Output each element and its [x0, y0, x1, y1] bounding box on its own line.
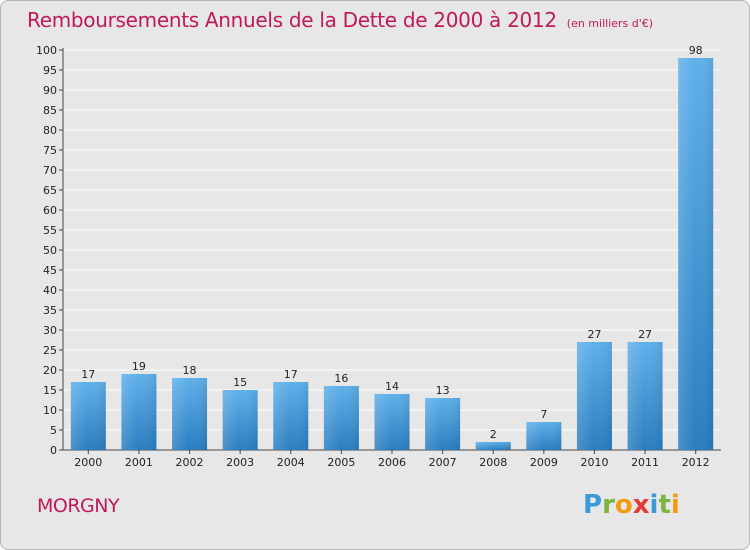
logo-letter: P [583, 490, 603, 520]
bar-shine [425, 398, 461, 450]
logo-letter: i [670, 490, 680, 520]
x-tick-label: 2012 [682, 456, 710, 469]
y-tick-label: 80 [43, 124, 57, 137]
bar-shine [576, 342, 612, 450]
bar-value-label: 14 [385, 380, 399, 393]
logo-letter: i [649, 490, 659, 520]
bar-shine [526, 422, 562, 450]
y-tick-label: 85 [43, 104, 57, 117]
x-tick-label: 2005 [327, 456, 355, 469]
x-tick-label: 2003 [226, 456, 254, 469]
bar-shine [627, 342, 663, 450]
bar-value-label: 16 [334, 372, 348, 385]
chart-title: Remboursements Annuels de la Dette de 20… [27, 8, 653, 32]
proxiti-logo: Proxiti [583, 490, 680, 520]
x-tick-label: 2008 [479, 456, 507, 469]
x-tick-label: 2011 [631, 456, 659, 469]
labels: 0 5 10 15 20 25 30 35 40 45 50 55 60 65 70 75 80 85 90 95 10… [36, 44, 710, 469]
y-tick-label: 0 [50, 444, 57, 457]
logo-letter: o [614, 490, 633, 520]
x-tick-label: 2006 [378, 456, 406, 469]
bar-value-label: 2 [490, 428, 497, 441]
bar-value-label: 27 [638, 328, 652, 341]
bar-shine [70, 382, 106, 450]
bar-shine [678, 58, 714, 450]
x-tick-label: 2009 [530, 456, 558, 469]
y-tick-label: 15 [43, 384, 57, 397]
bars [70, 58, 714, 450]
bar-shine [323, 386, 359, 450]
axes [59, 48, 721, 454]
y-tick-label: 65 [43, 184, 57, 197]
logo-letter: t [658, 490, 671, 520]
x-tick-label: 2002 [176, 456, 204, 469]
y-tick-label: 10 [43, 404, 57, 417]
y-tick-label: 90 [43, 84, 57, 97]
y-tick-label: 45 [43, 264, 57, 277]
chart-title-text: Remboursements Annuels de la Dette de 20… [27, 8, 557, 32]
y-tick-label: 60 [43, 204, 57, 217]
y-tick-label: 95 [43, 64, 57, 77]
bar-value-label: 15 [233, 376, 247, 389]
y-tick-label: 70 [43, 164, 57, 177]
bar-value-label: 17 [81, 368, 95, 381]
y-tick-label: 30 [43, 324, 57, 337]
bar-value-label: 18 [183, 364, 197, 377]
x-tick-label: 2001 [125, 456, 153, 469]
y-tick-label: 20 [43, 364, 57, 377]
y-tick-label: 5 [50, 424, 57, 437]
y-tick-label: 25 [43, 344, 57, 357]
y-tick-label: 35 [43, 304, 57, 317]
x-tick-label: 2004 [277, 456, 305, 469]
bar-shine [121, 374, 157, 450]
bar-value-label: 19 [132, 360, 146, 373]
y-tick-label: 40 [43, 284, 57, 297]
logo-letter: x [632, 490, 650, 520]
bar-value-label: 17 [284, 368, 298, 381]
bar-shine [475, 442, 511, 450]
y-tick-label: 100 [36, 44, 57, 57]
bar-shine [273, 382, 309, 450]
commune-name: MORGNY [37, 495, 120, 517]
bar-value-label: 13 [436, 384, 450, 397]
bar-value-label: 7 [540, 408, 547, 421]
y-tick-label: 55 [43, 224, 57, 237]
x-tick-label: 2010 [580, 456, 608, 469]
x-tick-label: 2000 [74, 456, 102, 469]
bar-shine [172, 378, 208, 450]
bar-value-label: 27 [587, 328, 601, 341]
chart-subtitle: (en milliers d'€) [566, 17, 654, 30]
logo-letter: r [602, 490, 615, 520]
bar-shine [222, 390, 258, 450]
y-tick-label: 75 [43, 144, 57, 157]
x-tick-label: 2007 [429, 456, 457, 469]
bar-value-label: 98 [689, 44, 703, 57]
y-tick-label: 50 [43, 244, 57, 257]
bar-shine [374, 394, 410, 450]
